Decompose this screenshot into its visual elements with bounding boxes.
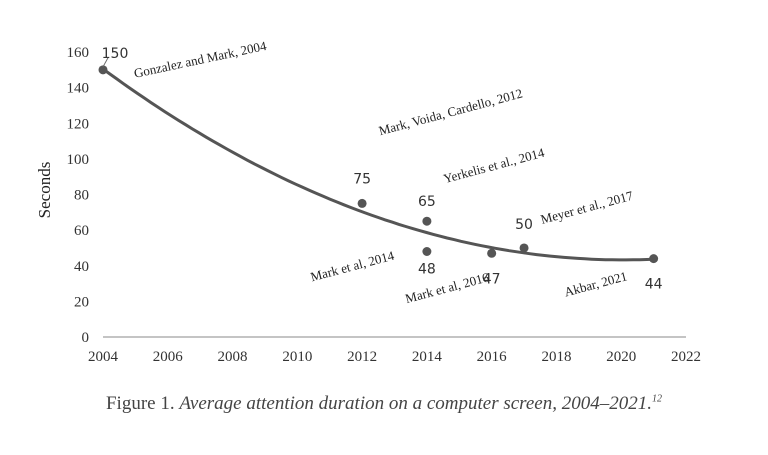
source-label: Mark et al, 2014 bbox=[309, 248, 396, 285]
value-label: 75 bbox=[353, 171, 371, 187]
y-axis-label: Seconds bbox=[35, 162, 54, 219]
source-label: Mark, Voida, Cardello, 2012 bbox=[377, 85, 524, 138]
data-point bbox=[649, 254, 659, 264]
data-point bbox=[422, 247, 432, 256]
y-tick-label: 160 bbox=[67, 45, 90, 61]
y-tick-label: 0 bbox=[82, 330, 90, 346]
y-tick-label: 60 bbox=[74, 223, 89, 239]
y-tick-label: 40 bbox=[74, 259, 89, 275]
source-label: Mark et al, 2016 bbox=[404, 269, 491, 306]
caption-prefix: Figure 1. bbox=[105, 393, 175, 414]
x-tick-label: 2018 bbox=[541, 349, 571, 365]
y-axis-ticks: 0 20 40 60 80 100 120 140 160 bbox=[67, 45, 90, 346]
trend-line bbox=[102, 67, 654, 262]
data-point bbox=[487, 248, 497, 258]
caption-text: Average attention duration on a computer… bbox=[179, 393, 652, 414]
x-tick-label: 2010 bbox=[282, 349, 312, 365]
source-label: Gonzalez and Mark, 2004 bbox=[133, 38, 269, 81]
source-labels: Gonzalez and Mark, 2004 Mark, Voida, Card… bbox=[133, 38, 636, 306]
x-tick-label: 2012 bbox=[347, 349, 377, 365]
data-points bbox=[98, 65, 659, 264]
x-tick-label: 2014 bbox=[412, 349, 443, 365]
x-tick-label: 2004 bbox=[88, 349, 119, 365]
value-label: 150 bbox=[102, 46, 129, 62]
source-label: Akbar, 2021 bbox=[563, 268, 629, 299]
figure-caption: Figure 1. Average attention duration on … bbox=[0, 393, 768, 415]
x-tick-label: 2008 bbox=[218, 349, 248, 365]
x-tick-label: 2022 bbox=[671, 349, 701, 365]
data-point bbox=[357, 198, 367, 208]
data-point bbox=[98, 65, 108, 75]
value-label: 65 bbox=[418, 194, 436, 210]
value-label: 44 bbox=[645, 277, 663, 293]
y-tick-label: 20 bbox=[74, 294, 89, 310]
y-tick-label: 80 bbox=[74, 188, 89, 204]
x-tick-label: 2006 bbox=[153, 349, 184, 365]
value-label: 48 bbox=[418, 262, 436, 278]
y-tick-label: 140 bbox=[67, 81, 90, 97]
x-axis-ticks: 2004 2006 2008 2010 2012 2014 2016 2018 2020 2022 bbox=[88, 349, 701, 365]
x-tick-label: 2016 bbox=[477, 349, 508, 365]
value-leader-line bbox=[102, 57, 109, 68]
value-label: 47 bbox=[483, 271, 501, 287]
x-tick-label: 2020 bbox=[606, 349, 636, 365]
caption-note: 12 bbox=[652, 393, 662, 405]
value-labels: 150 75 65 48 47 50 44 bbox=[102, 46, 663, 293]
value-label: 50 bbox=[515, 217, 533, 233]
data-point bbox=[422, 216, 432, 226]
source-label: Meyer et al., 2017 bbox=[539, 188, 635, 227]
data-point bbox=[519, 243, 529, 253]
y-tick-label: 120 bbox=[67, 116, 90, 132]
y-tick-label: 100 bbox=[67, 152, 90, 168]
source-label: Yerkelis et al., 2014 bbox=[442, 145, 547, 186]
